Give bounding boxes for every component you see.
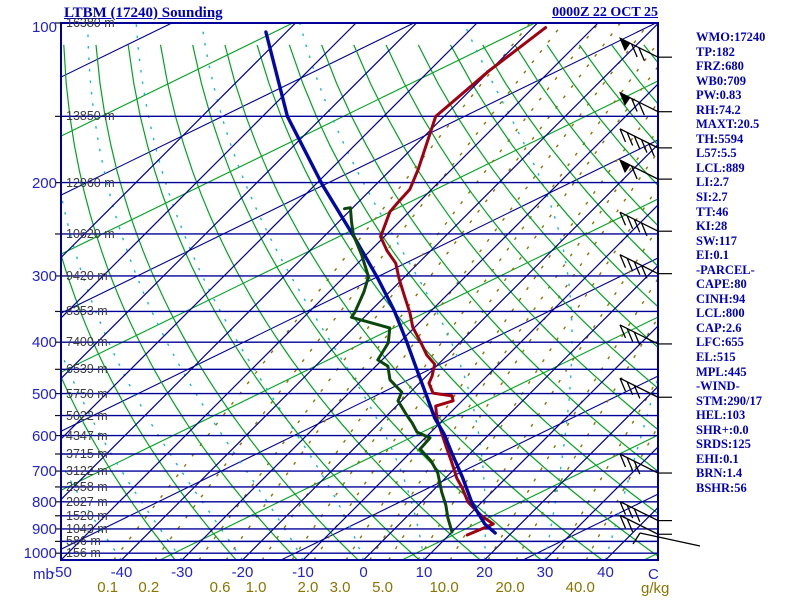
panel-line: WMO:17240: [696, 30, 766, 44]
dewpoint-curve: [343, 206, 454, 534]
height-label: 5750 m: [66, 386, 108, 401]
height-label: 10620 m: [66, 226, 115, 241]
height-label: 2558 m: [66, 479, 108, 494]
panel-line: LCL:889: [696, 160, 745, 175]
panel-line: HEL:103: [696, 408, 746, 423]
mixing-unit-label: g/kg: [641, 580, 670, 597]
height-label: 12060 m: [66, 175, 115, 190]
temperature-curve: [379, 26, 548, 537]
height-label: 3122 m: [66, 464, 108, 479]
pressure-tick-label: 200: [31, 174, 57, 192]
height-label: 8353 m: [66, 304, 108, 319]
temp-tick-label: -10: [292, 564, 314, 581]
panel-line: MAXT:20.5: [696, 117, 760, 132]
panel-line: SI:2.7: [696, 190, 728, 205]
height-label: 1043 m: [66, 521, 108, 536]
page-title: LTBM (17240) Sounding: [64, 5, 223, 21]
pressure-tick-label: 300: [31, 267, 57, 285]
pressure-tick-label: 700: [31, 463, 57, 481]
panel-line: CINH:94: [696, 291, 746, 306]
mixing-ratio-tick-label: 5.0: [372, 579, 393, 596]
temp-tick-label: -20: [231, 564, 254, 581]
pressure-unit-label: mb: [33, 566, 54, 583]
wind-barbs: [619, 37, 701, 547]
height-label: 5022 m: [66, 408, 108, 423]
panel-line: BSHR:56: [696, 480, 747, 495]
pressure-tick-label: 900: [31, 520, 57, 538]
height-label: 2027 m: [66, 494, 108, 509]
panel-line: SRDS:125: [696, 437, 751, 452]
panel-line: EHI:0.1: [696, 451, 739, 466]
panel-line: SW:117: [696, 233, 737, 248]
height-label: 4347 m: [66, 428, 108, 443]
temp-tick-label: 40: [597, 564, 614, 581]
mixing-ratio-tick-label: 1.0: [245, 579, 267, 596]
temperature-unit-label: C: [648, 566, 659, 583]
panel-line: LI:2.7: [696, 175, 729, 190]
datetime-label: 0000Z 22 OCT 25: [552, 5, 658, 20]
pressure-tick-label: 400: [31, 334, 57, 352]
panel-line: TH:5594: [696, 131, 744, 146]
height-label: 9420 m: [66, 268, 108, 283]
plot-background: [61, 23, 658, 560]
panel-line: PW:0.83: [696, 88, 742, 103]
temp-tick-label: 10: [415, 564, 433, 581]
mixing-ratio-tick-label: 10.0: [429, 579, 459, 596]
temp-tick-label: 20: [476, 564, 493, 581]
panel-line: -WIND-: [696, 379, 740, 394]
parcel-trace-curve: [264, 30, 497, 535]
panel-line: STM:290/17: [696, 393, 762, 408]
panel-line: -PARCEL-: [696, 262, 755, 277]
mixing-ratio-tick-label: 0.2: [138, 579, 160, 596]
panel-line: LFC:655: [696, 335, 744, 350]
height-label: 1520 m: [66, 508, 108, 523]
panel-line: CAP:2.6: [696, 320, 742, 335]
pressure-tick-label: 800: [31, 493, 57, 511]
pressure-tick-label: 500: [31, 385, 57, 403]
mixing-ratio-tick-label: 2.0: [297, 579, 319, 596]
panel-line: TP:182: [696, 44, 735, 59]
temp-tick-label: -50: [50, 564, 72, 581]
panel-line: EL:515: [696, 350, 736, 365]
mixing-ratio-tick-label: 3.0: [329, 579, 351, 596]
temp-tick-label: 30: [536, 564, 554, 581]
panel-line: BRN:1.4: [696, 466, 743, 481]
height-label: 13850 m: [66, 109, 115, 124]
height-label: 7400 m: [66, 335, 108, 350]
panel-line: SHR+:0.0: [696, 422, 749, 437]
height-label: 16380 m: [66, 16, 115, 30]
height-label: 3715 m: [66, 447, 108, 461]
panel-line: L57:5.5: [696, 146, 737, 161]
panel-line: MPL:445: [696, 364, 747, 379]
panel-line: FRZ:680: [696, 59, 744, 74]
panel-line: RH:74.2: [696, 102, 741, 117]
pressure-tick-label: 600: [31, 427, 57, 445]
mixing-ratio-tick-label: 40.0: [565, 579, 595, 596]
temp-tick-label: 0: [359, 564, 368, 581]
mixing-ratio-tick-label: 0.6: [209, 579, 231, 596]
panel-line: KI:28: [696, 219, 728, 234]
mixing-ratio-tick-label: 20.0: [495, 579, 525, 596]
panel-line: TT:46: [696, 204, 729, 219]
mixing-ratio-tick-label: 0.1: [97, 579, 119, 596]
pressure-tick-label: 100: [31, 19, 57, 36]
panel-line: CAPE:80: [696, 277, 747, 292]
height-label: 586 m: [66, 534, 101, 549]
panel-line: LCL:800: [696, 306, 745, 321]
temp-tick-label: -40: [110, 564, 133, 581]
height-label: 156 m: [66, 546, 101, 561]
height-label: 6539 m: [66, 362, 108, 377]
temp-tick-label: -30: [171, 564, 193, 581]
station-data-panel: WMO:17240 TP:182 FRZ:680 WB0:709 PW:0.83 RH:7…: [696, 30, 765, 496]
panel-line: WB0:709: [696, 73, 746, 88]
pressure-tick-label: 1000: [23, 545, 57, 563]
panel-line: EI:0.1: [696, 248, 729, 263]
